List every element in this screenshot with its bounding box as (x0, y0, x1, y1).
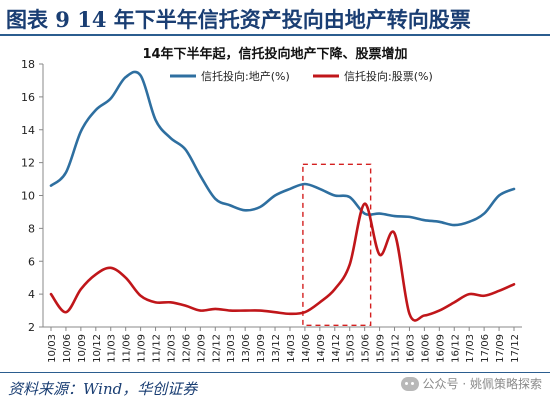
x-tick-label: 15/12 (391, 334, 402, 363)
series-line-1 (49, 70, 516, 227)
x-tick-label: 14/03 (286, 334, 297, 363)
x-tick-label: 10/06 (62, 334, 73, 363)
y-tick-label: 6 (28, 255, 35, 268)
wechat-icon (400, 376, 419, 391)
x-tick-label: 12/06 (181, 334, 192, 363)
y-tick-label: 4 (28, 288, 35, 301)
x-tick-label: 12/03 (166, 334, 177, 363)
highlight-box (302, 163, 372, 327)
x-tick-label: 12/09 (196, 334, 207, 363)
x-tick-label: 13/03 (226, 334, 237, 363)
x-tick-label: 14/09 (316, 334, 327, 363)
x-tick-label: 16/03 (405, 334, 416, 363)
x-tick-label: 17/12 (510, 334, 521, 363)
y-tick-label: 2 (28, 321, 35, 334)
watermark-text: 公众号 · 姚佩策略探索 (422, 377, 542, 391)
legend-label-1: 信托投向:地产(%) (201, 69, 290, 83)
x-tick-label: 11/12 (152, 334, 163, 363)
x-tick-label: 11/03 (107, 334, 118, 363)
x-tick-label: 17/09 (495, 334, 506, 363)
x-tick-label: 10/12 (92, 334, 103, 363)
figure-header: 图表 9 14 年下半年信托资产投向由地产转向股票 (0, 0, 550, 40)
figure-title: 图表 9 14 年下半年信托资产投向由地产转向股票 (6, 7, 471, 32)
x-tick-label: 16/12 (450, 334, 461, 363)
x-tick-label: 17/03 (465, 334, 476, 363)
source-note: 资料来源：Wind，华创证券 (8, 380, 198, 398)
x-tick-label: 14/12 (331, 334, 342, 363)
watermark: 公众号 · 姚佩策略探索 (400, 375, 542, 392)
x-tick-label: 11/06 (122, 334, 133, 363)
series-line-2 (49, 202, 516, 322)
y-tick-label: 8 (28, 222, 35, 235)
x-tick-label: 13/12 (271, 334, 282, 363)
line-chart: 2 4 6 8 10 12 14 16 18 10/03 10/06 10/09 10/12 11/03 1… (21, 58, 522, 363)
chart-title: 14年下半年起，信托投向地产下降、股票增加 (142, 47, 408, 62)
x-tick-label: 15/09 (376, 334, 387, 363)
footer-divider (0, 372, 550, 373)
x-tick-label: 12/12 (211, 334, 222, 363)
y-tick-label: 10 (21, 190, 35, 203)
x-tick-label: 15/06 (361, 334, 372, 363)
y-tick-label: 14 (21, 124, 35, 137)
x-tick-label: 10/09 (77, 334, 88, 363)
y-tick-label: 16 (21, 91, 35, 104)
x-tick-label: 14/06 (301, 334, 312, 363)
x-tick-label: 10/03 (47, 334, 58, 363)
x-tick-label: 13/09 (256, 334, 267, 363)
y-tick-label: 18 (21, 58, 35, 71)
x-tick-label: 16/09 (435, 334, 446, 363)
x-tick-label: 16/06 (420, 334, 431, 363)
header-divider (0, 34, 550, 36)
x-tick-label: 13/06 (241, 334, 252, 363)
y-tick-label: 12 (21, 157, 35, 170)
legend-label-2: 信托投向:股票(%) (344, 69, 433, 83)
x-tick-label: 11/09 (137, 334, 148, 363)
x-tick-label: 15/03 (346, 334, 357, 363)
x-tick-label: 17/06 (480, 334, 491, 363)
